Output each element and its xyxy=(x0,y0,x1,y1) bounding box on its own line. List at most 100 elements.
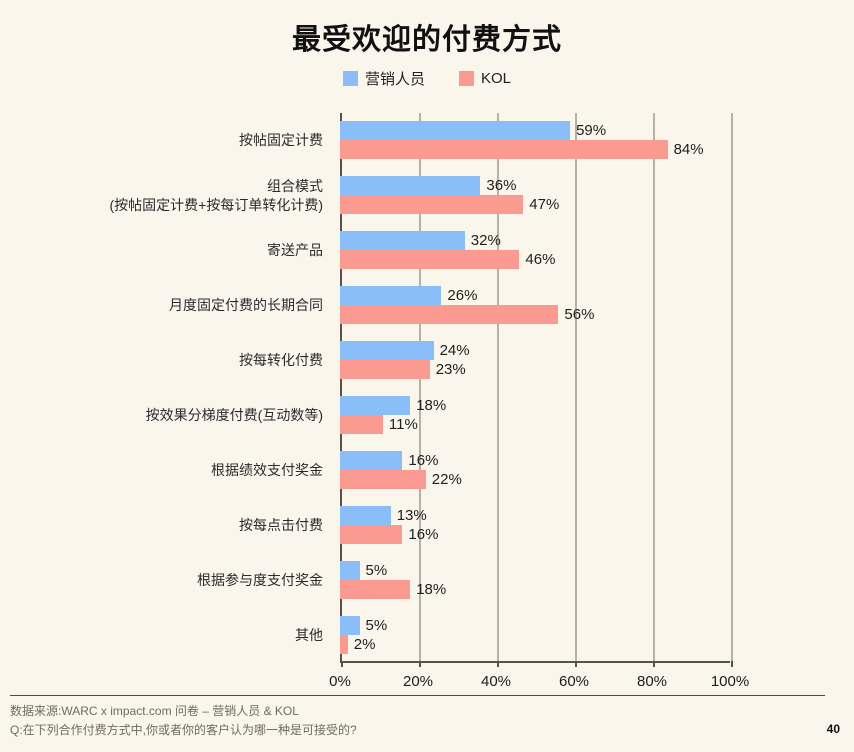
x-tick-label: 100% xyxy=(710,673,750,690)
value-label-marketers: 13% xyxy=(396,507,427,524)
value-label-marketers: 16% xyxy=(408,452,439,469)
data-source-text: 数据来源:WARC x impact.com 问卷 – 营销人员 & KOL xyxy=(10,704,299,718)
category-label: 根据绩效支付奖金 xyxy=(211,462,323,479)
bar-line: 22% xyxy=(340,470,462,489)
value-label-marketers: 5% xyxy=(365,617,388,634)
legend-label-marketers: 营销人员 xyxy=(364,71,425,88)
bar-kol xyxy=(340,580,411,599)
x-axis-labels: 0% 20% 40% 60% 80% 100% xyxy=(329,673,749,695)
bar-marketers xyxy=(340,231,465,250)
value-label-marketers: 32% xyxy=(470,232,501,249)
bar-pair: 16% 22% xyxy=(340,443,462,498)
bar-line: 36% xyxy=(340,176,559,195)
value-label-kol: 56% xyxy=(564,306,595,323)
category-label: 组合模式 (按帖固定计费+按每订单转化计费) xyxy=(109,178,324,213)
chart-row: 按效果分梯度付费(互动数等) 18% 11% xyxy=(0,388,854,443)
chart-row: 根据绩效支付奖金 16% 22% xyxy=(0,443,854,498)
chart-title: 最受欢迎的付费方式 xyxy=(291,24,562,56)
bar-kol xyxy=(340,525,403,544)
value-label-marketers: 5% xyxy=(365,562,388,579)
bar-pair: 26% 56% xyxy=(340,278,594,333)
legend-item-kol: KOL xyxy=(459,68,511,89)
bar-kol xyxy=(340,140,668,159)
bar-line: 24% xyxy=(340,341,470,360)
axis-tick xyxy=(731,661,733,667)
x-tick-label: 40% xyxy=(480,673,512,690)
bar-kol xyxy=(340,305,559,324)
bar-line: 13% xyxy=(340,506,438,525)
plot-grid xyxy=(340,113,733,667)
bar-pair: 5% 18% xyxy=(340,553,446,608)
x-tick-label: 80% xyxy=(636,673,668,690)
axis-tick xyxy=(575,661,577,667)
bar-marketers xyxy=(340,561,360,580)
gridline xyxy=(497,113,499,661)
value-label-kol: 18% xyxy=(416,581,447,598)
legend-label-kol: KOL xyxy=(481,70,512,87)
category-label: 寄送产品 xyxy=(267,242,323,259)
chart-row: 根据参与度支付奖金 5% 18% xyxy=(0,553,854,608)
category-label: 按帖固定计费 xyxy=(239,132,323,149)
value-label-kol: 16% xyxy=(408,526,439,543)
gridline xyxy=(575,113,577,661)
category-label: 根据参与度支付奖金 xyxy=(197,572,323,589)
bar-marketers xyxy=(340,396,411,415)
category-label: 月度固定付费的长期合同 xyxy=(169,297,323,314)
bar-pair: 36% 47% xyxy=(340,168,559,223)
value-label-kol: 11% xyxy=(388,416,418,433)
bar-line: 32% xyxy=(340,231,555,250)
footer: 数据来源:WARC x impact.com 问卷 – 营销人员 & KOL Q… xyxy=(10,695,825,739)
chart-row: 月度固定付费的长期合同 26% 56% xyxy=(0,278,854,333)
bar-marketers xyxy=(340,121,571,140)
axis-tick xyxy=(341,661,343,667)
value-label-kol: 2% xyxy=(353,636,376,653)
chart-row: 组合模式 (按帖固定计费+按每订单转化计费) 36% 47% xyxy=(0,168,854,223)
bar-pair: 24% 23% xyxy=(340,333,470,388)
value-label-kol: 84% xyxy=(673,141,704,158)
value-label-marketers: 26% xyxy=(447,287,478,304)
value-label-marketers: 18% xyxy=(416,397,447,414)
x-tick-label: 20% xyxy=(402,673,434,690)
value-label-kol: 23% xyxy=(435,361,466,378)
bar-kol xyxy=(340,470,426,489)
gridline xyxy=(419,113,421,661)
value-label-kol: 47% xyxy=(529,196,560,213)
bar-pair: 59% 84% xyxy=(340,113,704,168)
bar-marketers xyxy=(340,176,481,195)
bar-kol xyxy=(340,360,430,379)
bar-line: 5% xyxy=(340,616,387,635)
chart-row: 其他 5% 2% xyxy=(0,608,854,663)
axis-tick xyxy=(653,661,655,667)
category-label: 按每点击付费 xyxy=(239,517,323,534)
category-label: 按每转化付费 xyxy=(239,352,323,369)
chart-row: 按每点击付费 13% 16% xyxy=(0,498,854,553)
bar-kol xyxy=(340,635,348,654)
bar-pair: 18% 11% xyxy=(340,388,446,443)
bar-line: 46% xyxy=(340,250,555,269)
value-label-kol: 46% xyxy=(525,251,556,268)
x-tick-label: 60% xyxy=(558,673,590,690)
bar-line: 26% xyxy=(340,286,594,305)
bar-line: 16% xyxy=(340,525,438,544)
value-label-marketers: 36% xyxy=(486,177,517,194)
bar-pair: 5% 2% xyxy=(340,608,387,663)
bar-line: 59% xyxy=(340,121,704,140)
bar-line: 2% xyxy=(340,635,387,654)
bar-marketers xyxy=(340,451,403,470)
bar-line: 11% xyxy=(340,415,446,434)
chart-row: 寄送产品 32% 46% xyxy=(0,223,854,278)
legend: 营销人员 KOL xyxy=(0,68,854,89)
page-number: 40 xyxy=(826,722,840,736)
legend-swatch-marketers-icon xyxy=(342,71,358,86)
bar-pair: 32% 46% xyxy=(340,223,555,278)
chart-rows: 按帖固定计费 59% 84% 组合模式 (按帖固定计费+按每订单转化计费) 36% 47%… xyxy=(0,113,854,663)
bar-line: 18% xyxy=(340,580,446,599)
bar-kol xyxy=(340,250,520,269)
bar-line: 47% xyxy=(340,195,559,214)
category-label: 其他 xyxy=(295,627,323,644)
value-label-marketers: 59% xyxy=(576,122,607,139)
axis-tick xyxy=(419,661,421,667)
legend-swatch-kol-icon xyxy=(459,71,474,86)
bar-marketers xyxy=(340,286,442,305)
